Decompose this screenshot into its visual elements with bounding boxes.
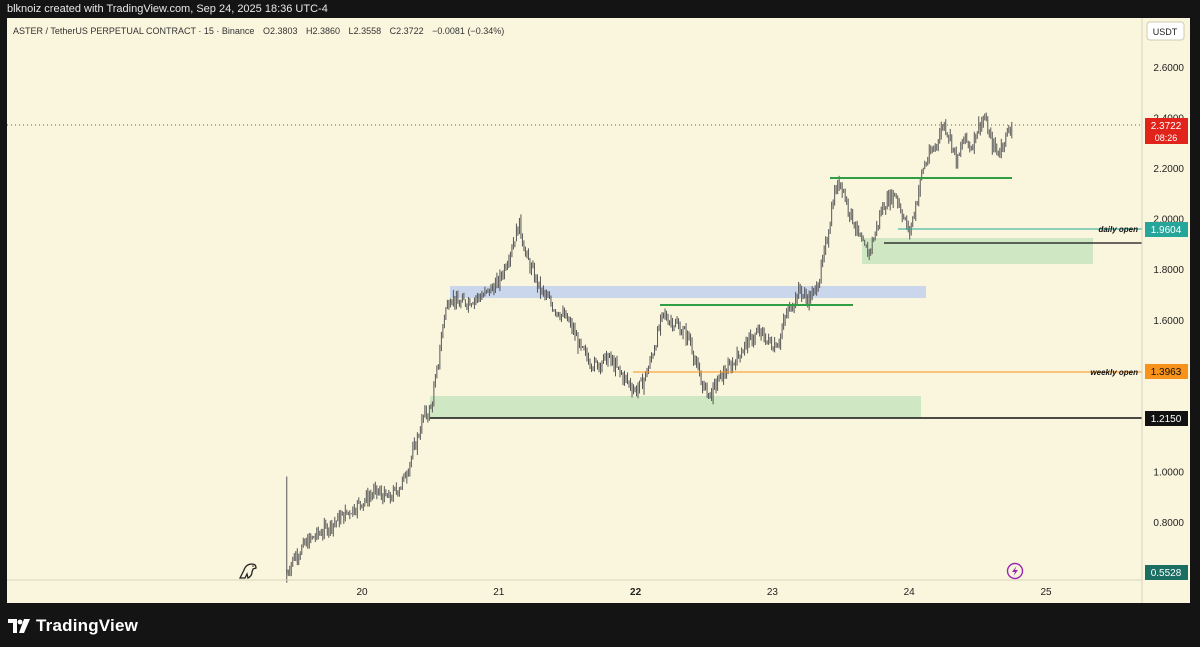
time-axis[interactable]: 20 21 22 23 24 25: [356, 587, 1052, 598]
time-tick-label: 23: [767, 587, 779, 598]
price-tick-label: 1.0000: [1153, 467, 1184, 478]
footer-bar: TradingView: [0, 603, 1200, 647]
demand-zone-lower: [430, 396, 921, 418]
current-price-tag: 2.3722 08:26: [1145, 118, 1188, 144]
time-tick-label: 21: [493, 587, 505, 598]
time-tick-label: 24: [904, 587, 916, 598]
dinosaur-icon: [238, 563, 257, 579]
daily-open-label: daily open: [1098, 225, 1138, 234]
lightning-icon[interactable]: [1006, 562, 1024, 580]
price-candles: [286, 112, 1013, 583]
demand-zone-upper: [862, 238, 1093, 264]
price-tick-label: 2.2000: [1153, 164, 1184, 175]
time-tick-label: 22: [630, 587, 642, 598]
weekly-open-tag: 1.3963: [1145, 364, 1188, 379]
currency-selector[interactable]: [1146, 21, 1185, 41]
chart-frame: [7, 18, 1190, 603]
price-tick-label: 2.0000: [1153, 215, 1184, 226]
low-price-tag: 0.5528: [1145, 565, 1188, 580]
daily-open-tag: 1.9604: [1145, 222, 1188, 237]
time-tick-label: 25: [1040, 587, 1052, 598]
brand-text: TradingView: [36, 616, 139, 635]
level-tag: 1.2150: [1145, 411, 1188, 426]
time-tick-label: 20: [356, 587, 368, 598]
tradingview-logo-icon: [8, 619, 30, 633]
symbol-name: ASTER / TetherUS PERPETUAL CONTRACT · 15…: [13, 26, 254, 36]
svg-text:2.3722: 2.3722: [1151, 121, 1182, 132]
attribution-text: blknoiz created with TradingView.com, Se…: [7, 3, 328, 15]
svg-text:1.3963: 1.3963: [1151, 367, 1182, 378]
price-tick-label: 1.8000: [1153, 265, 1184, 276]
price-tick-label: 0.8000: [1153, 518, 1184, 529]
svg-text:1.2150: 1.2150: [1151, 414, 1182, 425]
tradingview-logo[interactable]: TradingView: [8, 615, 138, 637]
price-tick-label: 2.6000: [1153, 63, 1184, 74]
countdown-label: 08:26: [1155, 133, 1178, 143]
svg-text:0.5528: 0.5528: [1151, 568, 1182, 579]
symbol-legend: ASTER / TetherUS PERPETUAL CONTRACT · 15…: [13, 26, 504, 36]
svg-text:1.9604: 1.9604: [1151, 225, 1182, 236]
weekly-open-label: weekly open: [1090, 368, 1138, 377]
attribution-bar: blknoiz created with TradingView.com, Se…: [0, 0, 1200, 18]
currency-label: USDT: [1153, 27, 1178, 37]
price-tick-label: 1.6000: [1153, 316, 1184, 327]
svg-text:ASTER / TetherUS PERPETUAL CON: ASTER / TetherUS PERPETUAL CONTRACT · 15…: [13, 26, 504, 36]
supply-zone: [450, 286, 926, 298]
